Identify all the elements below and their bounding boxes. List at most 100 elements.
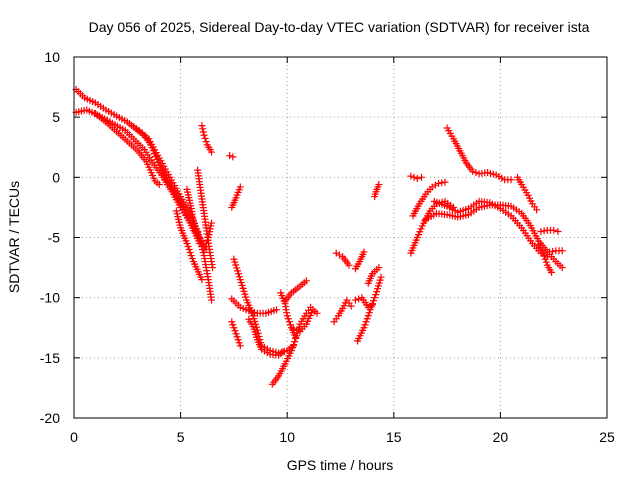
data-point bbox=[370, 297, 378, 305]
x-tick-label: 15 bbox=[386, 429, 402, 445]
x-tick-label: 25 bbox=[599, 429, 615, 445]
data-point bbox=[209, 264, 217, 272]
y-tick-label: -20 bbox=[40, 410, 60, 426]
data-point bbox=[533, 206, 541, 214]
data-point bbox=[285, 318, 293, 326]
data-point bbox=[375, 181, 383, 189]
data-point bbox=[413, 175, 421, 183]
data-point bbox=[507, 176, 515, 184]
series-arc-33 bbox=[513, 173, 541, 214]
data-point bbox=[292, 333, 300, 341]
data-point bbox=[202, 138, 210, 146]
data-point bbox=[184, 243, 192, 251]
data-point bbox=[289, 344, 297, 352]
data-point bbox=[236, 183, 244, 191]
data-point bbox=[201, 134, 209, 142]
data-point bbox=[363, 315, 371, 323]
data-point bbox=[364, 312, 372, 320]
series-arc-21 bbox=[330, 296, 355, 326]
y-tick-label: 5 bbox=[52, 109, 60, 125]
series-arc-12 bbox=[228, 318, 244, 350]
data-point bbox=[360, 324, 368, 332]
y-tick-label: 10 bbox=[44, 49, 60, 65]
data-point bbox=[200, 131, 208, 139]
data-point bbox=[540, 252, 548, 260]
series-arc-18 bbox=[281, 277, 310, 305]
data-point bbox=[286, 321, 294, 329]
data-point bbox=[548, 268, 556, 276]
series-arc-6 bbox=[183, 185, 210, 254]
x-tick-label: 5 bbox=[177, 429, 185, 445]
data-point bbox=[549, 247, 557, 255]
y-tick-label: -10 bbox=[40, 290, 60, 306]
data-point bbox=[235, 339, 243, 347]
data-point bbox=[372, 291, 380, 299]
data-point bbox=[347, 302, 355, 310]
data-point bbox=[360, 248, 368, 256]
data-point bbox=[362, 318, 370, 326]
data-point bbox=[273, 306, 281, 314]
series-arc-11 bbox=[228, 183, 244, 211]
data-point bbox=[287, 347, 295, 355]
series-arc-10 bbox=[226, 152, 237, 161]
data-point bbox=[279, 348, 287, 356]
data-point bbox=[472, 169, 480, 177]
data-point bbox=[539, 249, 547, 257]
chart-title: Day 056 of 2025, Sidereal Day-to-day VTE… bbox=[89, 19, 590, 35]
series-arc-30 bbox=[422, 201, 566, 272]
data-point bbox=[233, 333, 241, 341]
data-point bbox=[232, 330, 240, 338]
data-point bbox=[226, 152, 234, 160]
data-point bbox=[291, 338, 299, 346]
data-point bbox=[366, 306, 374, 314]
series-arc-8 bbox=[172, 207, 206, 284]
data-point bbox=[361, 321, 369, 329]
data-point bbox=[375, 264, 383, 272]
x-tick-label: 10 bbox=[279, 429, 295, 445]
data-point bbox=[441, 178, 449, 186]
series-arc-32 bbox=[443, 124, 515, 184]
x-tick-label: 20 bbox=[493, 429, 509, 445]
data-series bbox=[72, 85, 566, 388]
data-point bbox=[234, 336, 242, 344]
series-arc-35 bbox=[537, 226, 562, 235]
data-point bbox=[229, 321, 237, 329]
data-point bbox=[540, 227, 548, 235]
data-point bbox=[438, 179, 446, 187]
series-arc-28 bbox=[407, 197, 457, 257]
series-arc-7 bbox=[194, 166, 217, 272]
data-point bbox=[469, 167, 477, 175]
series-arc-29 bbox=[409, 178, 449, 220]
y-axis-label: SDTVAR / TECUs bbox=[6, 181, 22, 293]
data-point bbox=[541, 255, 549, 263]
data-point bbox=[208, 219, 216, 227]
series-arc-13 bbox=[228, 295, 281, 317]
data-point bbox=[199, 125, 207, 133]
data-point bbox=[188, 255, 196, 263]
data-point bbox=[558, 264, 566, 272]
data-point bbox=[187, 252, 195, 260]
data-point bbox=[231, 327, 239, 335]
axis-ticks: 0 5 10 15 20 25 -20 -15 -10 -5 0 5 10 bbox=[40, 49, 615, 445]
y-tick-label: -5 bbox=[48, 230, 61, 246]
data-point bbox=[313, 309, 321, 317]
data-point bbox=[283, 312, 291, 320]
data-point bbox=[418, 173, 426, 181]
series-arc-15 bbox=[245, 315, 287, 359]
data-point bbox=[229, 153, 237, 161]
data-point bbox=[284, 315, 292, 323]
data-point bbox=[545, 248, 553, 256]
data-point bbox=[198, 122, 206, 130]
series-arc-22 bbox=[351, 248, 368, 273]
data-point bbox=[371, 294, 379, 302]
data-point bbox=[377, 273, 385, 281]
data-point bbox=[208, 296, 216, 304]
series-arc-24 bbox=[354, 273, 385, 345]
series-arc-9 bbox=[198, 122, 216, 156]
data-point bbox=[236, 342, 244, 350]
data-point bbox=[183, 240, 191, 248]
data-point bbox=[186, 249, 194, 257]
data-point bbox=[554, 227, 562, 235]
